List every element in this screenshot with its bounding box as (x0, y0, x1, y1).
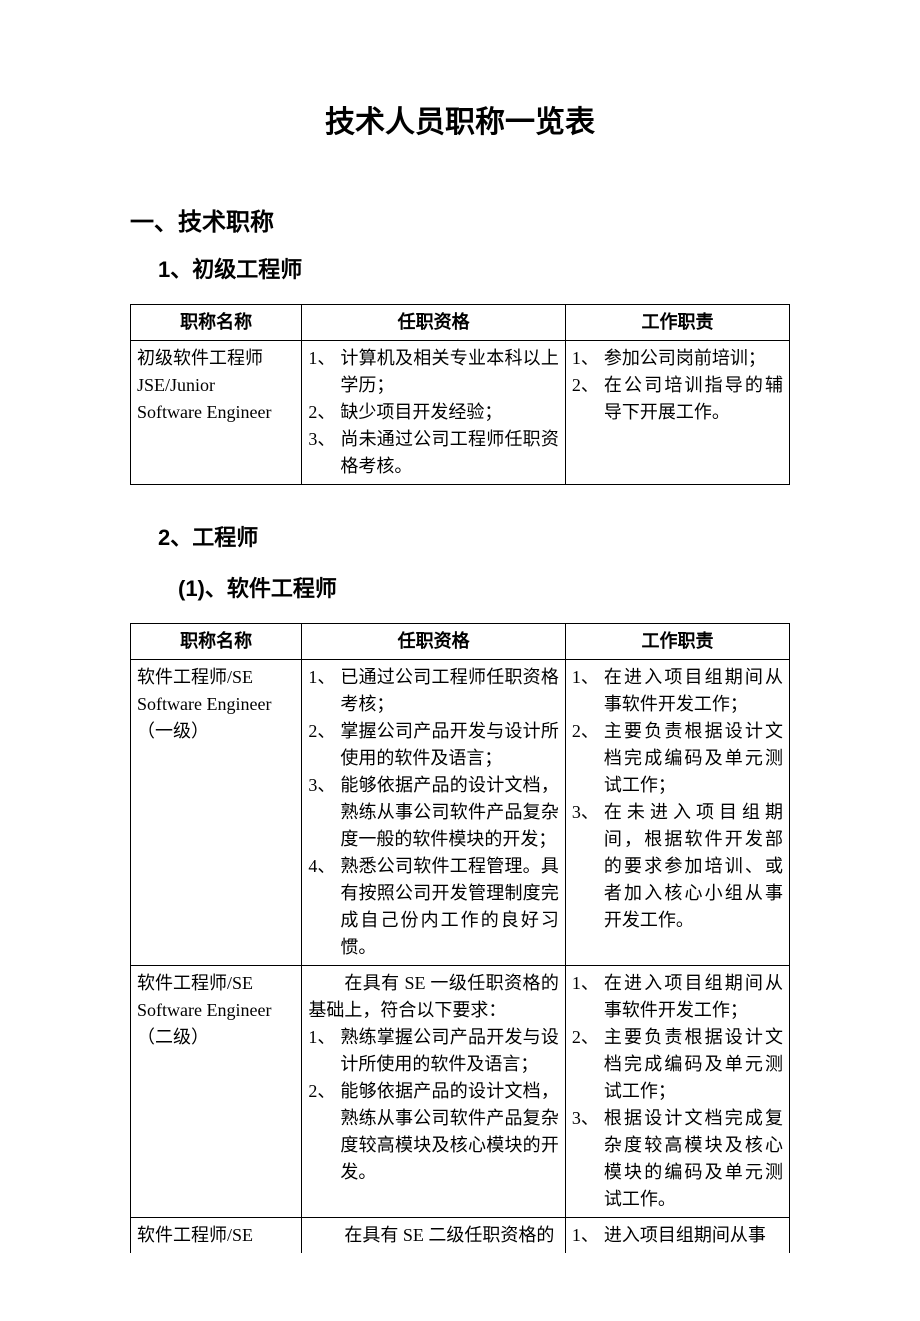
list-item: 1、参加公司岗前培训； (572, 345, 783, 372)
duty-cell: 1、在进入项目组期间从事软件开发工作； 2、主要负责根据设计文档完成编码及单元测… (565, 966, 789, 1218)
item-text: 能够依据产品的设计文档，熟练从事公司软件产品复杂度一般的软件模块的开发； (340, 772, 559, 853)
item-text: 能够依据产品的设计文档，熟练从事公司软件产品复杂度较高模块及核心模块的开发。 (340, 1078, 559, 1186)
item-number: 4、 (308, 853, 340, 880)
col-header-qualification: 任职资格 (302, 624, 566, 660)
list-item: 2、主要负责根据设计文档完成编码及单元测试工作； (572, 1024, 783, 1105)
item-text: 掌握公司产品开发与设计所使用的软件及语言； (340, 718, 559, 772)
col-header-duty: 工作职责 (565, 305, 789, 341)
title-name-line: （二级） (137, 1024, 295, 1051)
col-header-duty: 工作职责 (565, 624, 789, 660)
item-text: 在进入项目组期间从事软件开发工作； (604, 970, 783, 1024)
qualification-intro: 在具有 SE 一级任职资格的基础上，符合以下要求： (308, 970, 559, 1024)
item-text: 尚未通过公司工程师任职资格考核。 (340, 426, 559, 480)
list-item: 2、在公司培训指导的辅导下开展工作。 (572, 372, 783, 426)
item-text: 缺少项目开发经验； (340, 399, 559, 426)
title-name-line: 软件工程师/SE (137, 970, 295, 997)
list-item: 1、计算机及相关专业本科以上学历； (308, 345, 559, 399)
item-number: 2、 (572, 718, 604, 745)
title-name-line: JSE/Junior (137, 372, 295, 399)
subsubsection-heading: (1)、软件工程师 (178, 572, 790, 605)
item-text: 在公司培训指导的辅导下开展工作。 (604, 372, 783, 426)
table-header-row: 职称名称 任职资格 工作职责 (131, 305, 790, 341)
item-number: 3、 (572, 799, 604, 826)
title-name-cell: 软件工程师/SE (131, 1218, 302, 1254)
item-number: 2、 (572, 372, 604, 399)
col-header-name: 职称名称 (131, 624, 302, 660)
duty-cell: 1、参加公司岗前培训； 2、在公司培训指导的辅导下开展工作。 (565, 341, 789, 485)
software-engineer-table: 职称名称 任职资格 工作职责 软件工程师/SE Software Enginee… (130, 623, 790, 1253)
duty-cell: 1、在进入项目组期间从事软件开发工作； 2、主要负责根据设计文档完成编码及单元测… (565, 660, 789, 966)
col-header-qualification: 任职资格 (302, 305, 566, 341)
title-name-line: 软件工程师/SE (137, 1222, 295, 1249)
item-number: 2、 (308, 1078, 340, 1105)
item-number: 2、 (308, 718, 340, 745)
table-row: 软件工程师/SE Software Engineer （二级） 在具有 SE 一… (131, 966, 790, 1218)
list-item: 3、根据设计文档完成复杂度较高模块及核心模块的编码及单元测试工作。 (572, 1105, 783, 1213)
title-name-line: 初级软件工程师 (137, 345, 295, 372)
item-text: 在进入项目组期间从事软件开发工作； (604, 664, 783, 718)
section-1-heading: 一、技术职称 (130, 205, 790, 241)
duty-cell: 1、进入项目组期间从事 (565, 1218, 789, 1254)
item-number: 1、 (572, 345, 604, 372)
document-title: 技术人员职称一览表 (130, 100, 790, 145)
item-text: 熟悉公司软件工程管理。具有按照公司开发管理制度完成自己份内工作的良好习惯。 (340, 853, 559, 961)
item-text: 在未进入项目组期间，根据软件开发部的要求参加培训、或者加入核心小组从事开发工作。 (604, 799, 783, 934)
subsection-1-2-heading: 2、工程师 (158, 521, 790, 554)
qualification-cell: 1、已通过公司工程师任职资格考核； 2、掌握公司产品开发与设计所使用的软件及语言… (302, 660, 566, 966)
table-row: 初级软件工程师 JSE/Junior Software Engineer 1、计… (131, 341, 790, 485)
list-item: 2、掌握公司产品开发与设计所使用的软件及语言； (308, 718, 559, 772)
subsection-1-1-heading: 1、初级工程师 (158, 253, 790, 286)
qualification-cell: 在具有 SE 二级任职资格的 (302, 1218, 566, 1254)
item-number: 2、 (572, 1024, 604, 1051)
item-text: 进入项目组期间从事 (604, 1222, 783, 1249)
qualification-intro: 在具有 SE 二级任职资格的 (308, 1222, 559, 1249)
list-item: 2、能够依据产品的设计文档，熟练从事公司软件产品复杂度较高模块及核心模块的开发。 (308, 1078, 559, 1186)
table-row: 软件工程师/SE 在具有 SE 二级任职资格的 1、进入项目组期间从事 (131, 1218, 790, 1254)
item-number: 1、 (308, 664, 340, 691)
list-item: 4、熟悉公司软件工程管理。具有按照公司开发管理制度完成自己份内工作的良好习惯。 (308, 853, 559, 961)
list-item: 3、尚未通过公司工程师任职资格考核。 (308, 426, 559, 480)
table-row: 软件工程师/SE Software Engineer （一级） 1、已通过公司工… (131, 660, 790, 966)
item-number: 1、 (308, 345, 340, 372)
list-item: 1、已通过公司工程师任职资格考核； (308, 664, 559, 718)
list-item: 1、在进入项目组期间从事软件开发工作； (572, 664, 783, 718)
item-text: 熟练掌握公司产品开发与设计所使用的软件及语言； (340, 1024, 559, 1078)
item-number: 3、 (308, 772, 340, 799)
list-item: 1、在进入项目组期间从事软件开发工作； (572, 970, 783, 1024)
list-item: 3、能够依据产品的设计文档，熟练从事公司软件产品复杂度一般的软件模块的开发； (308, 772, 559, 853)
item-number: 1、 (572, 1222, 604, 1249)
title-name-cell: 软件工程师/SE Software Engineer （一级） (131, 660, 302, 966)
item-text: 主要负责根据设计文档完成编码及单元测试工作； (604, 718, 783, 799)
title-name-cell: 软件工程师/SE Software Engineer （二级） (131, 966, 302, 1218)
item-text: 参加公司岗前培训； (604, 345, 783, 372)
item-number: 3、 (308, 426, 340, 453)
item-number: 1、 (572, 664, 604, 691)
item-number: 1、 (308, 1024, 340, 1051)
item-text: 主要负责根据设计文档完成编码及单元测试工作； (604, 1024, 783, 1105)
qualification-cell: 在具有 SE 一级任职资格的基础上，符合以下要求： 1、熟练掌握公司产品开发与设… (302, 966, 566, 1218)
list-item: 1、进入项目组期间从事 (572, 1222, 783, 1249)
item-number: 2、 (308, 399, 340, 426)
table-header-row: 职称名称 任职资格 工作职责 (131, 624, 790, 660)
title-name-line: Software Engineer (137, 399, 295, 426)
item-text: 根据设计文档完成复杂度较高模块及核心模块的编码及单元测试工作。 (604, 1105, 783, 1213)
item-text: 已通过公司工程师任职资格考核； (340, 664, 559, 718)
title-name-line: Software Engineer (137, 691, 295, 718)
title-name-line: 软件工程师/SE (137, 664, 295, 691)
title-name-line: Software Engineer (137, 997, 295, 1024)
junior-engineer-table: 职称名称 任职资格 工作职责 初级软件工程师 JSE/Junior Softwa… (130, 304, 790, 485)
list-item: 1、熟练掌握公司产品开发与设计所使用的软件及语言； (308, 1024, 559, 1078)
list-item: 2、缺少项目开发经验； (308, 399, 559, 426)
title-name-cell: 初级软件工程师 JSE/Junior Software Engineer (131, 341, 302, 485)
item-number: 1、 (572, 970, 604, 997)
item-number: 3、 (572, 1105, 604, 1132)
item-text: 计算机及相关专业本科以上学历； (340, 345, 559, 399)
title-name-line: （一级） (137, 718, 295, 745)
list-item: 3、在未进入项目组期间，根据软件开发部的要求参加培训、或者加入核心小组从事开发工… (572, 799, 783, 934)
col-header-name: 职称名称 (131, 305, 302, 341)
qualification-cell: 1、计算机及相关专业本科以上学历； 2、缺少项目开发经验； 3、尚未通过公司工程… (302, 341, 566, 485)
list-item: 2、主要负责根据设计文档完成编码及单元测试工作； (572, 718, 783, 799)
